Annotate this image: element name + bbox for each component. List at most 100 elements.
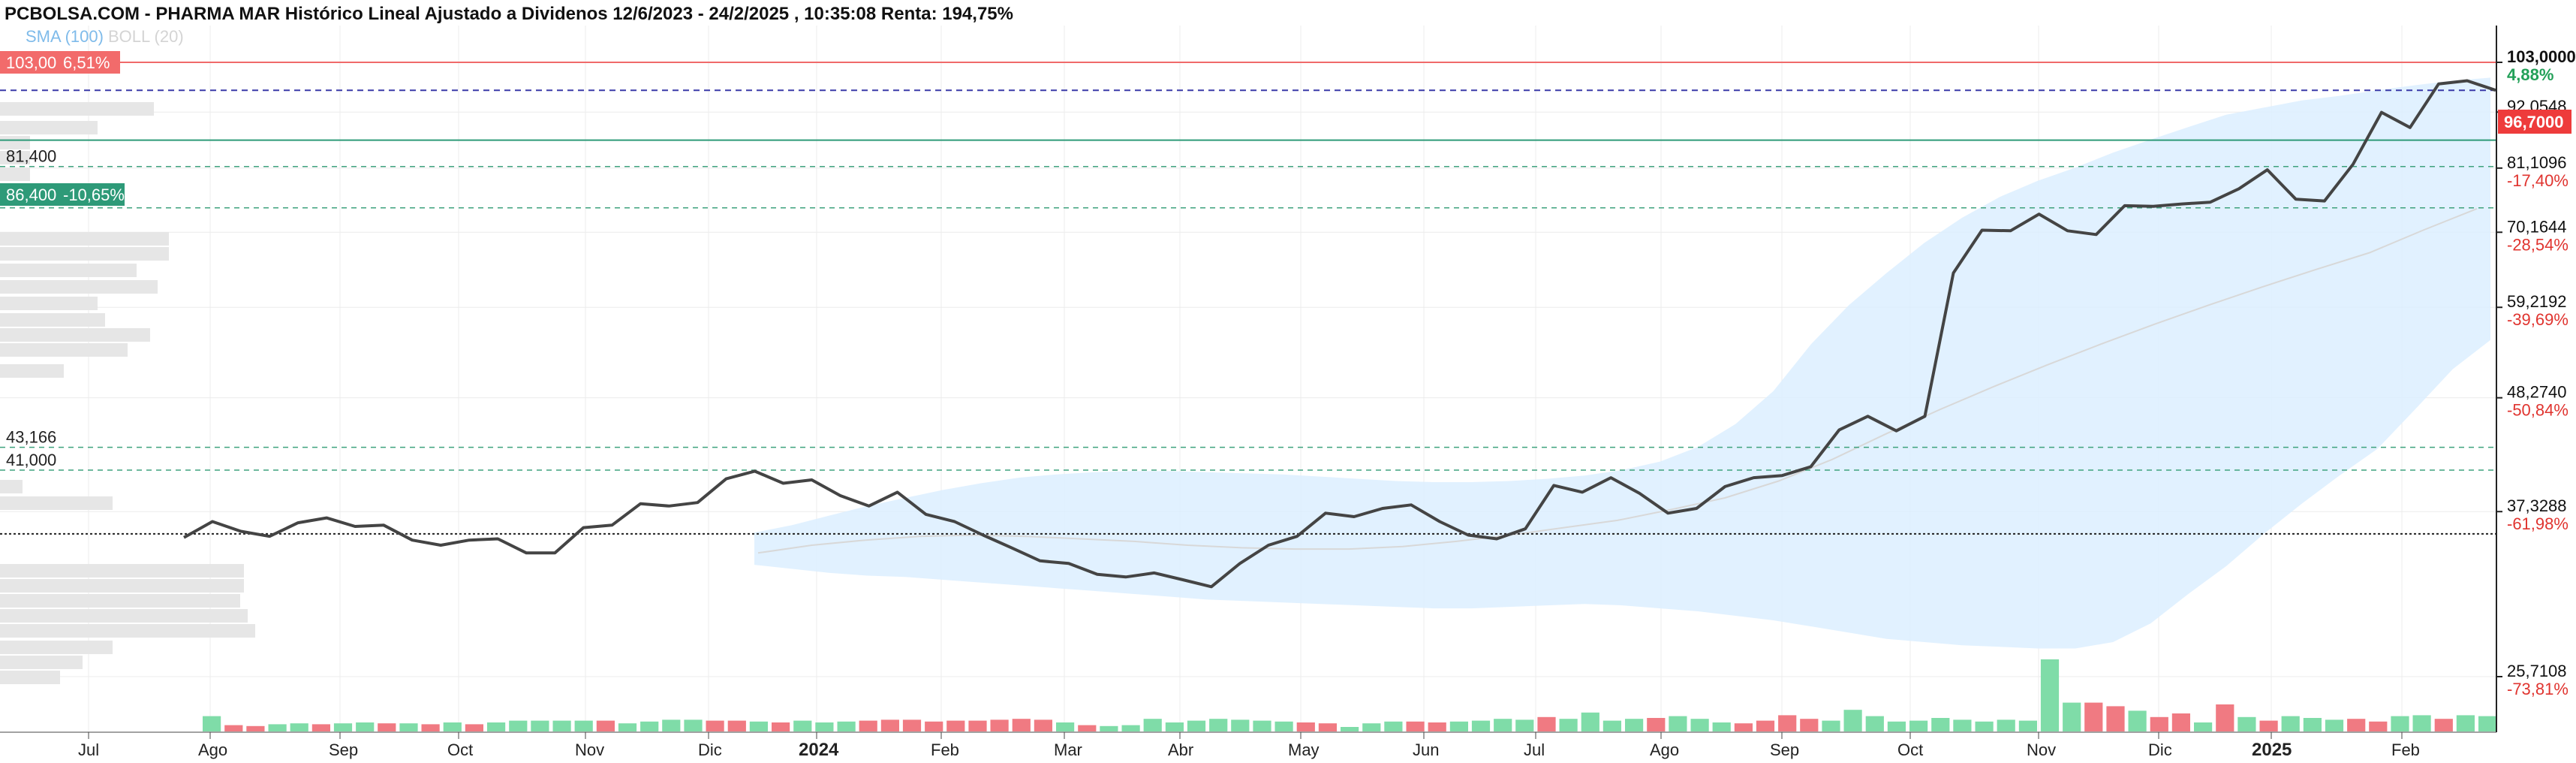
volume-bar [1494, 719, 1512, 731]
volume-bar [421, 724, 440, 731]
volume-bar [1034, 719, 1052, 731]
level-label: 81,400 [6, 147, 56, 166]
volume-profile-bar [0, 136, 30, 149]
reference-lines [0, 62, 2496, 535]
volume-bar [1296, 722, 1315, 731]
volume-bar [990, 719, 1009, 731]
volume-bar [2237, 716, 2256, 731]
month-label: Sep [1770, 740, 1799, 759]
axis-value: 81,1096 [2507, 153, 2567, 172]
volume-bar [2018, 720, 2037, 731]
volume-bar [1187, 720, 1206, 731]
volume-profile-bar [0, 656, 83, 669]
volume-bar [749, 721, 768, 731]
volume-bar [2106, 706, 2125, 731]
volume-profile-bar [0, 297, 98, 310]
volume-bar [2434, 719, 2453, 731]
red-level-value: 103,00 [6, 53, 56, 72]
volume-bar [2347, 719, 2366, 731]
volume-profile-bar [0, 343, 128, 357]
volume-profile-bar [0, 102, 154, 116]
volume-profile-bar [0, 364, 64, 378]
volume-bar [880, 719, 899, 731]
volume-bar [2391, 716, 2409, 731]
volume-bar [1341, 727, 1359, 731]
month-label: Sep [329, 740, 358, 759]
volume-bar [1384, 721, 1403, 731]
month-label: Feb [2391, 740, 2420, 759]
volume-bar [772, 722, 790, 731]
volume-profile-bar [0, 313, 105, 327]
axis-value: 25,7108 [2507, 662, 2567, 680]
volume-bar [2216, 704, 2234, 731]
volume-profile-bar [0, 167, 30, 181]
volume-bar [2281, 716, 2300, 731]
volume-bar [1602, 720, 1621, 731]
volume-bars [203, 659, 2497, 731]
volume-bar [2128, 710, 2147, 731]
axis-pct: -73,81% [2507, 680, 2568, 698]
volume-bar [946, 720, 965, 731]
volume-profile-bar [0, 247, 169, 261]
red-level-tag [0, 51, 120, 74]
volume-bar [531, 720, 549, 731]
volume-bar [2063, 702, 2081, 731]
volume-bar [1734, 723, 1753, 731]
axis-pct: -17,40% [2507, 171, 2568, 190]
volume-bar [1975, 721, 1994, 731]
current-price-tag [2498, 110, 2571, 134]
bollinger-band [754, 77, 2490, 649]
volume-bar [509, 720, 528, 731]
price-axis: 103,00004,88%92,0548-6,25%81,1096-17,40%… [2496, 47, 2576, 698]
level-label: 41,000 [6, 451, 56, 469]
volume-bar [1712, 722, 1731, 731]
volume-profile-bar [0, 121, 98, 134]
volume-profile-bar [0, 671, 60, 684]
volume-bar [1690, 719, 1709, 731]
volume-bar [2303, 718, 2322, 731]
volume-profile-bar [0, 280, 158, 294]
volume-bar [1056, 722, 1075, 731]
volume-profile-bar [0, 480, 23, 493]
volume-bar [487, 722, 506, 731]
volume-bar [356, 722, 375, 731]
volume-bar [1822, 720, 1840, 731]
volume-bar [1274, 721, 1293, 731]
volume-profile-bar [0, 594, 240, 608]
volume-bar [1165, 722, 1184, 731]
volume-bar [815, 722, 834, 731]
month-label: May [1288, 740, 1320, 759]
month-label: Feb [931, 740, 959, 759]
price-line [183, 79, 2496, 589]
axis-value: 70,1644 [2507, 217, 2567, 236]
month-label: Jun [1413, 740, 1439, 759]
volume-bar [552, 720, 571, 731]
volume-bar [1997, 719, 2015, 731]
volume-bar [1449, 721, 1468, 731]
month-label: Dic [2148, 740, 2172, 759]
volume-bar [1800, 719, 1819, 731]
volume-bar [2456, 715, 2475, 731]
volume-bar [2412, 715, 2431, 731]
volume-bar [399, 723, 418, 731]
volume-bar [968, 720, 987, 731]
axis-pct: 4,88% [2507, 65, 2553, 84]
volume-profile-bar [0, 564, 244, 578]
volume-bar [1100, 725, 1118, 731]
volume-bar [1756, 720, 1775, 731]
volume-bar [1537, 716, 1556, 731]
month-label: Dic [698, 740, 722, 759]
volume-bar [1669, 716, 1687, 731]
volume-bar [2325, 719, 2344, 731]
red-level-pct: 6,51% [63, 53, 110, 72]
axis-value: 37,3288 [2507, 496, 2567, 515]
volume-bar [1078, 725, 1097, 731]
chart-title: PCBOLSA.COM - PHARMA MAR Histórico Linea… [5, 4, 1013, 24]
volume-bar [859, 720, 877, 731]
volume-bar [640, 721, 659, 731]
volume-bar [465, 724, 483, 731]
axis-pct: -39,69% [2507, 310, 2568, 329]
volume-bar [246, 725, 265, 731]
time-axis: Jul Ago Sep Oct Nov Dic 2024 Feb Mar Abr May Jun Jul… [78, 732, 2420, 760]
